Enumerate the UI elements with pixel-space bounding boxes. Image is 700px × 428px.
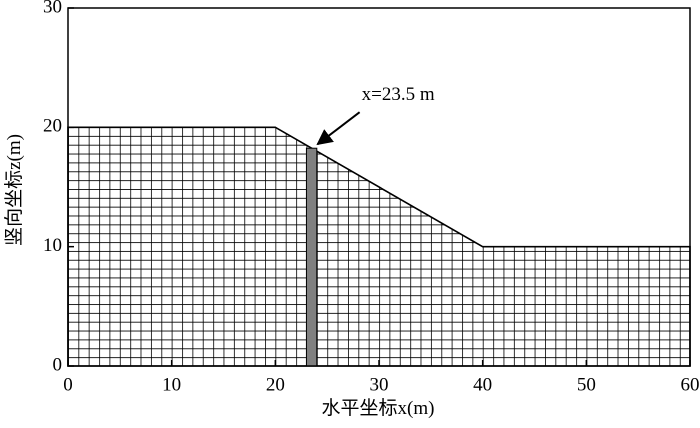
y-tick-label: 20	[43, 116, 62, 137]
annotation: x=23.5 m	[362, 84, 435, 105]
x-tick-label: 20	[266, 374, 285, 395]
x-tick-label: 50	[577, 374, 596, 395]
x-tick-label: 30	[370, 374, 389, 395]
x-tick-label: 60	[681, 374, 700, 395]
y-tick-label: 0	[53, 354, 63, 375]
y-tick-label: 30	[43, 0, 62, 17]
x-axis-label: 水平坐标x(m)	[322, 397, 435, 419]
y-axis-label: 竖向坐标z(m)	[3, 134, 25, 246]
x-tick-label: 10	[162, 374, 181, 395]
x-tick-label: 0	[63, 374, 73, 395]
annotation-arrow	[316, 111, 361, 146]
y-tick-label: 10	[43, 235, 62, 256]
highlight-column	[305, 147, 318, 367]
x-tick-label: 40	[473, 374, 492, 395]
mesh-area	[67, 126, 691, 367]
